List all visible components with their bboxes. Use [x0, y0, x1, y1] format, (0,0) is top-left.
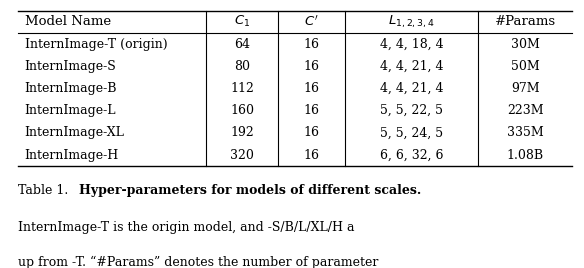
Text: Hyper-parameters for models of different scales.: Hyper-parameters for models of different… [79, 184, 421, 197]
Text: 335M: 335M [507, 126, 544, 139]
Text: 160: 160 [230, 104, 254, 117]
Text: InternImage-B: InternImage-B [25, 82, 117, 95]
Text: 1.08B: 1.08B [506, 148, 544, 162]
Text: InternImage-H: InternImage-H [25, 148, 119, 162]
Text: 16: 16 [304, 60, 319, 73]
Text: Model Name: Model Name [25, 15, 110, 28]
Text: 97M: 97M [511, 82, 540, 95]
Text: $C'$: $C'$ [304, 14, 319, 29]
Text: InternImage-XL: InternImage-XL [25, 126, 124, 139]
Text: InternImage-L: InternImage-L [25, 104, 116, 117]
Text: 64: 64 [234, 38, 250, 51]
Text: InternImage-T (origin): InternImage-T (origin) [25, 38, 167, 51]
Text: 16: 16 [304, 104, 319, 117]
Text: 30M: 30M [511, 38, 540, 51]
Text: #Params: #Params [495, 15, 556, 28]
Text: 320: 320 [230, 148, 254, 162]
Text: 16: 16 [304, 82, 319, 95]
Text: 6, 6, 32, 6: 6, 6, 32, 6 [380, 148, 443, 162]
Text: 112: 112 [230, 82, 254, 95]
Text: 4, 4, 18, 4: 4, 4, 18, 4 [380, 38, 443, 51]
Text: 16: 16 [304, 38, 319, 51]
Text: 50M: 50M [511, 60, 540, 73]
Text: 192: 192 [230, 126, 254, 139]
Text: 4, 4, 21, 4: 4, 4, 21, 4 [380, 60, 443, 73]
Text: 16: 16 [304, 148, 319, 162]
Text: 223M: 223M [507, 104, 544, 117]
Text: InternImage-S: InternImage-S [25, 60, 116, 73]
Text: $L_{1,2,3,4}$: $L_{1,2,3,4}$ [388, 14, 434, 30]
Text: InternImage-T is the origin model, and -S/B/L/XL/H a: InternImage-T is the origin model, and -… [18, 221, 354, 234]
Text: php: php [461, 250, 484, 260]
Text: $C_1$: $C_1$ [234, 14, 251, 29]
Text: 5, 5, 24, 5: 5, 5, 24, 5 [380, 126, 443, 139]
Text: 5, 5, 22, 5: 5, 5, 22, 5 [380, 104, 443, 117]
Text: 16: 16 [304, 126, 319, 139]
Text: Table 1.: Table 1. [18, 184, 76, 197]
Text: up from -T. “#Params” denotes the number of parameter: up from -T. “#Params” denotes the number… [18, 256, 378, 268]
Text: 80: 80 [234, 60, 250, 73]
Text: 4, 4, 21, 4: 4, 4, 21, 4 [380, 82, 443, 95]
